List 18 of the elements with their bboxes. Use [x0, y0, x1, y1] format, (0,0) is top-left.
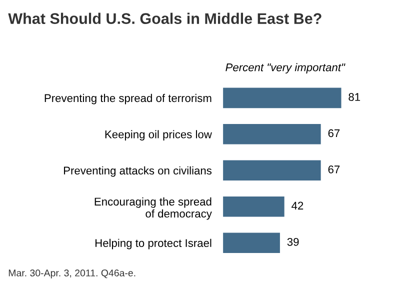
bar [223, 160, 321, 181]
y-tick-label: Preventing the spread of terrorism [44, 94, 212, 104]
data-label: 39 [287, 238, 299, 246]
data-label: 81 [348, 93, 360, 101]
chart-title: What Should U.S. Goals in Middle East Be? [8, 12, 322, 24]
y-tick-label: Preventing attacks on civilians [64, 166, 212, 177]
data-label: 67 [328, 166, 340, 174]
y-tick-label: Keeping oil prices low [105, 130, 212, 140]
bar [223, 124, 321, 144]
x-axis-title: Percent "very important" [226, 63, 346, 74]
bar [223, 232, 280, 254]
bar [223, 88, 342, 108]
y-tick-label: Encouraging the spread of democracy [94, 197, 212, 220]
text: Mar. 30-Apr. 3, 2011. Q46a-e. [8, 270, 136, 278]
data-label: 67 [328, 129, 340, 138]
y-tick-label: Helping to protect Israel [96, 238, 212, 250]
bar [223, 196, 284, 217]
data-label: 42 [292, 202, 304, 210]
